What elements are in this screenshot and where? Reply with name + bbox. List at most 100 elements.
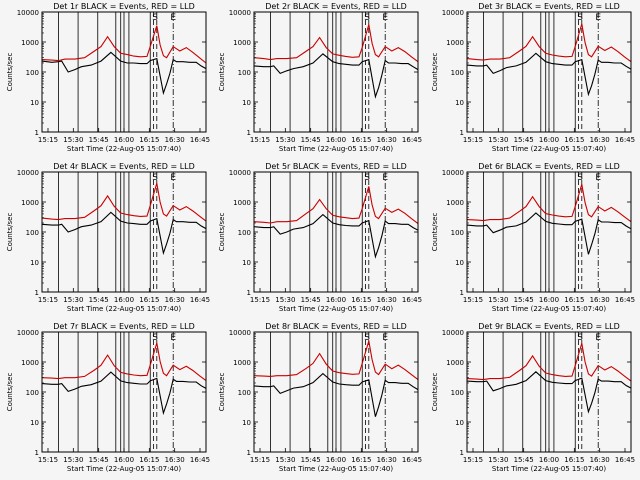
- y-tick-label: 1000: [21, 359, 39, 367]
- y-axis-label: Counts/sec: [6, 213, 14, 252]
- x-tick-label: 15:30: [488, 136, 508, 144]
- x-tick-label: 16:00: [326, 136, 346, 144]
- y-tick-label: 1000: [446, 39, 464, 47]
- x-tick-label: 16:00: [539, 456, 559, 464]
- x-tick-label: 16:00: [539, 136, 559, 144]
- x-tick-label: 16:00: [114, 136, 134, 144]
- x-axis-label: Start Time (22-Aug-05 15:07:40): [492, 145, 606, 153]
- chart-title: Det 8r BLACK = Events, RED = LLD: [265, 322, 407, 331]
- x-tick-label: 16:30: [165, 456, 185, 464]
- x-tick-label: 16:30: [377, 296, 397, 304]
- y-tick-label: 10: [30, 99, 39, 107]
- y-tick-label: 10: [242, 419, 251, 427]
- y-axis-label: Counts/sec: [431, 213, 439, 252]
- marker-e-label: E: [170, 173, 176, 183]
- series-line-lld: [41, 183, 207, 222]
- x-tick-label: 16:45: [190, 136, 210, 144]
- y-axis-label: Counts/sec: [431, 373, 439, 412]
- y-tick-label: 1: [460, 449, 464, 457]
- x-tick-label: 15:45: [89, 296, 109, 304]
- series-line-events: [41, 51, 207, 96]
- y-tick-label: 1: [35, 289, 39, 297]
- x-tick-label: 16:45: [615, 136, 635, 144]
- x-tick-label: 15:30: [275, 456, 295, 464]
- x-tick-label: 16:15: [351, 456, 371, 464]
- x-tick-label: 16:00: [539, 296, 559, 304]
- chart-panel-3: 1 10 100 1000 10000 15:15 15:30 15:45 16:00 16:15…: [431, 2, 635, 153]
- x-tick-label: 16:45: [615, 296, 635, 304]
- chart-panel-4: 1 10 100 1000 10000 15:15 15:30 15:45 16:00 16:15…: [6, 162, 210, 313]
- x-tick-label: 15:15: [463, 296, 483, 304]
- x-tick-label: 16:45: [402, 136, 422, 144]
- series-line-events: [466, 52, 632, 97]
- x-tick-label: 16:45: [402, 296, 422, 304]
- x-axis-label: Start Time (22-Aug-05 15:07:40): [67, 465, 181, 473]
- marker-s-label: S: [577, 173, 583, 183]
- y-tick-label: 1000: [233, 199, 251, 207]
- x-tick-label: 16:00: [114, 456, 134, 464]
- chart-panel-1: 1 10 100 1000 10000 15:15 15:30 15:45 16:00 16:15…: [6, 2, 210, 153]
- x-tick-label: 16:30: [165, 296, 185, 304]
- marker-e-label: E: [382, 13, 388, 23]
- x-tick-label: 16:45: [615, 456, 635, 464]
- x-tick-label: 16:30: [165, 136, 185, 144]
- x-axis-label: Start Time (22-Aug-05 15:07:40): [492, 305, 606, 313]
- x-tick-label: 16:45: [190, 296, 210, 304]
- x-tick-label: 16:30: [377, 136, 397, 144]
- marker-e-label: E: [595, 173, 601, 183]
- x-tick-label: 16:45: [190, 456, 210, 464]
- series-line-events: [466, 371, 632, 414]
- series-line-events: [253, 53, 419, 99]
- y-tick-label: 1: [35, 129, 39, 137]
- chart-panel-7: 1 10 100 1000 10000 15:15 15:30 15:45 16:00 16:15…: [6, 322, 210, 473]
- y-tick-label: 1000: [21, 199, 39, 207]
- y-axis-label: Counts/sec: [6, 373, 14, 412]
- x-tick-label: 15:45: [301, 296, 321, 304]
- x-tick-label: 16:15: [139, 296, 159, 304]
- marker-e-label: E: [595, 13, 601, 23]
- x-tick-label: 15:15: [250, 456, 270, 464]
- y-tick-label: 100: [238, 69, 251, 77]
- x-tick-label: 15:45: [301, 136, 321, 144]
- series-line-lld: [253, 186, 419, 225]
- marker-e-label: E: [382, 173, 388, 183]
- y-tick-label: 10: [242, 259, 251, 267]
- y-tick-label: 1000: [233, 359, 251, 367]
- y-tick-label: 10000: [442, 169, 464, 177]
- x-tick-label: 15:30: [488, 456, 508, 464]
- y-tick-label: 10000: [442, 329, 464, 337]
- x-tick-label: 15:30: [488, 296, 508, 304]
- x-axis-label: Start Time (22-Aug-05 15:07:40): [279, 305, 393, 313]
- chart-panel-5: 1 10 100 1000 10000 15:15 15:30 15:45 16:00 16:15…: [218, 162, 422, 313]
- marker-e-label: E: [170, 13, 176, 23]
- y-axis-label: Counts/sec: [218, 373, 226, 412]
- y-tick-label: 100: [451, 69, 464, 77]
- x-tick-label: 15:30: [63, 456, 83, 464]
- chart-title: Det 2r BLACK = Events, RED = LLD: [265, 2, 407, 11]
- x-tick-label: 16:00: [326, 296, 346, 304]
- y-tick-label: 1: [460, 129, 464, 137]
- x-tick-label: 16:30: [377, 456, 397, 464]
- x-tick-label: 15:45: [514, 456, 534, 464]
- series-line-lld: [466, 343, 632, 382]
- y-tick-label: 1000: [446, 199, 464, 207]
- x-tick-label: 15:15: [250, 136, 270, 144]
- series-line-lld: [41, 25, 207, 64]
- y-axis-label: Counts/sec: [6, 53, 14, 92]
- x-tick-label: 15:15: [463, 136, 483, 144]
- y-tick-label: 10: [455, 99, 464, 107]
- y-tick-label: 10: [242, 99, 251, 107]
- y-tick-label: 100: [451, 229, 464, 237]
- x-tick-label: 16:15: [564, 456, 584, 464]
- chart-title: Det 5r BLACK = Events, RED = LLD: [265, 162, 407, 171]
- x-tick-label: 16:15: [139, 456, 159, 464]
- x-tick-label: 15:45: [514, 136, 534, 144]
- y-tick-label: 1: [35, 449, 39, 457]
- x-tick-label: 16:15: [351, 136, 371, 144]
- y-tick-label: 1000: [446, 359, 464, 367]
- y-tick-label: 10000: [17, 169, 39, 177]
- x-tick-label: 16:30: [590, 456, 610, 464]
- series-line-events: [253, 372, 419, 417]
- y-tick-label: 10000: [229, 329, 251, 337]
